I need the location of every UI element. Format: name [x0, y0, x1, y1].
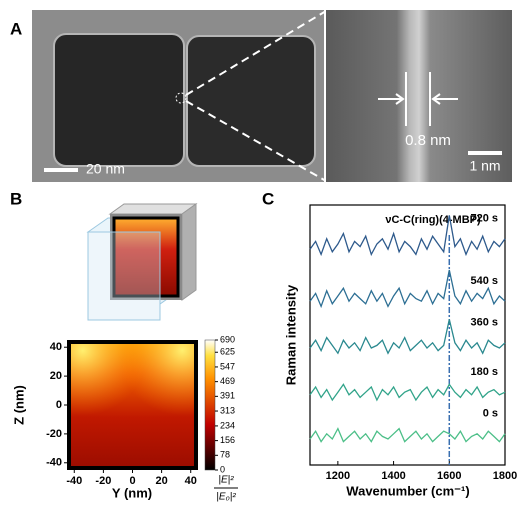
zoom-circle — [175, 92, 187, 104]
spectrum — [309, 269, 506, 309]
series-label: 0 s — [483, 408, 498, 420]
x-axis-label: Wavenumber (cm⁻¹) — [346, 483, 469, 498]
nanocube — [53, 33, 185, 167]
x-tick-label: 40 — [185, 475, 197, 487]
spectrum — [309, 383, 506, 402]
series-label: 720 s — [470, 213, 498, 225]
colorbar-tick-label: 78 — [220, 450, 230, 460]
x-tick-label: 1400 — [381, 470, 405, 482]
series-label: 540 s — [470, 275, 498, 287]
colorbar — [204, 339, 216, 471]
x-tick-label: 1800 — [493, 470, 517, 482]
cube-illustration — [86, 203, 198, 321]
colorbar-tick-label: 469 — [220, 376, 235, 386]
colorbar-label: |E|² — [218, 475, 234, 486]
y-tick-label: 40 — [50, 341, 62, 353]
colorbar-tick-label: 313 — [220, 405, 235, 415]
colorbar-tick-label: 690 — [220, 334, 235, 344]
y-tick-label: -20 — [46, 428, 62, 440]
hrtem-image — [326, 10, 512, 182]
nanocube — [186, 35, 316, 167]
colorbar-label: |E₀|² — [216, 492, 236, 503]
panel-label: A — [10, 19, 22, 38]
scale-bar-label: 1 nm — [469, 158, 500, 174]
panel-label: C — [262, 189, 274, 208]
x-tick-label: 0 — [129, 475, 135, 487]
colorbar-tick-label: 0 — [220, 464, 225, 474]
colorbar-tick-label: 625 — [220, 347, 235, 357]
x-tick-label: -20 — [95, 475, 111, 487]
x-tick-label: 20 — [155, 475, 167, 487]
heatmap-panel: Y (nm) Z (nm) |E|² |E₀|² — [11, 339, 238, 503]
y-axis-label: Raman intensity — [283, 284, 298, 385]
colorbar-tick-label: 391 — [220, 391, 235, 401]
spectrum — [309, 319, 506, 355]
spectrum — [309, 427, 506, 443]
gap-label: 0.8 nm — [405, 132, 451, 149]
plot-frame — [309, 204, 506, 466]
colorbar-tick-label: 156 — [220, 435, 235, 445]
colorbar-tick-label: 234 — [220, 420, 235, 430]
zoom-line — [185, 10, 327, 96]
x-tick-label: -40 — [66, 475, 82, 487]
field-map — [67, 340, 198, 470]
series-label: 180 s — [470, 366, 498, 378]
x-axis-label: Y (nm) — [112, 485, 152, 500]
x-tick-label: 1200 — [326, 470, 350, 482]
x-tick-label: 1600 — [437, 470, 461, 482]
zoom-line — [185, 100, 327, 182]
annotation: νC-C(ring)(4-MBP) — [385, 214, 481, 226]
panel-label: B — [10, 189, 22, 208]
colorbar-tick-label: 547 — [220, 361, 235, 371]
y-tick-label: 20 — [50, 370, 62, 382]
y-tick-label: 0 — [56, 399, 62, 411]
arrow — [431, 93, 458, 105]
series-label: 360 s — [470, 317, 498, 329]
field-map-edge — [67, 340, 198, 470]
y-axis-label: Z (nm) — [11, 385, 26, 425]
arrow — [378, 93, 405, 105]
scale-bar-label: 20 nm — [86, 161, 125, 177]
spectrum — [309, 215, 506, 257]
y-tick-label: -40 — [46, 457, 62, 469]
